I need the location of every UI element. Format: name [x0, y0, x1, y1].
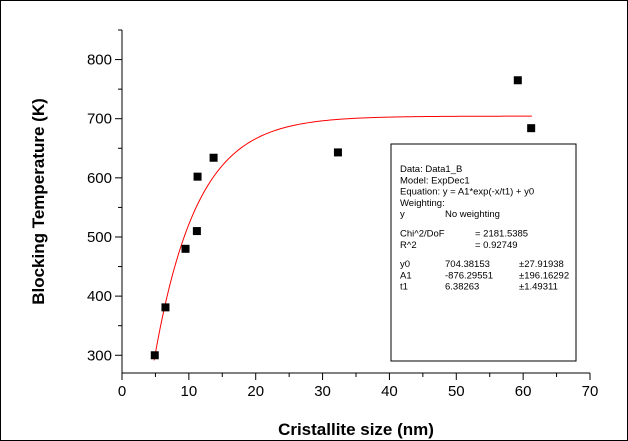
x-tick-label: 50: [448, 383, 465, 400]
fit-info-text: Data: Data1_B: [400, 164, 462, 175]
fit-info-text: 704.38153: [445, 259, 490, 270]
fit-info-text: = 2181.5385: [475, 229, 528, 240]
fit-info-text: y0: [400, 259, 410, 270]
fit-info-box: [390, 143, 577, 362]
x-tick-label: 0: [118, 383, 126, 400]
fit-info-text: 6.38263: [445, 282, 479, 293]
fit-info-text: Weighting:: [400, 198, 445, 209]
fit-info-text: = 0.92749: [475, 240, 518, 251]
data-point: [209, 153, 218, 162]
y-tick-label: 300: [87, 347, 112, 364]
data-point: [513, 76, 522, 85]
data-point: [527, 124, 536, 133]
fit-info-text: Chi^2/DoF: [400, 229, 445, 240]
fit-info-text: y: [400, 209, 405, 220]
fit-info-text: ±1.49311: [519, 282, 558, 293]
fit-info-text: Equation: y = A1*exp(-x/t1) + y0: [400, 187, 534, 198]
data-point: [181, 244, 190, 253]
y-axis-title: Blocking Temperature (K): [29, 98, 48, 305]
x-tick-label: 60: [515, 383, 532, 400]
y-tick-label: 700: [87, 111, 112, 128]
y-tick-label: 500: [87, 229, 112, 246]
fit-info-text: A1: [400, 270, 412, 281]
data-point: [193, 172, 202, 181]
y-tick-label: 600: [87, 170, 112, 187]
x-tick-label: 10: [181, 383, 198, 400]
fit-curve: [153, 115, 532, 361]
data-point: [333, 148, 342, 157]
fit-info-text: No weighting: [445, 209, 500, 220]
x-axis-title: Cristallite size (nm): [278, 420, 434, 439]
y-tick-label: 400: [87, 288, 112, 305]
data-point: [150, 351, 159, 360]
y-tick-label: 800: [87, 52, 112, 69]
fit-info-text: -876.29551: [445, 270, 493, 281]
x-tick-label: 70: [582, 383, 599, 400]
data-point: [161, 303, 170, 312]
x-tick-label: 30: [314, 383, 331, 400]
fit-info-text: R^2: [400, 240, 417, 251]
data-point: [192, 227, 201, 236]
x-tick-label: 40: [381, 383, 398, 400]
fit-info-text: ±27.91938: [519, 259, 564, 270]
fit-info-text: ±196.16292: [519, 270, 569, 281]
fit-info-text: t1: [400, 282, 408, 293]
x-tick-label: 20: [247, 383, 264, 400]
fit-info-text: Model: ExpDec1: [400, 175, 470, 186]
